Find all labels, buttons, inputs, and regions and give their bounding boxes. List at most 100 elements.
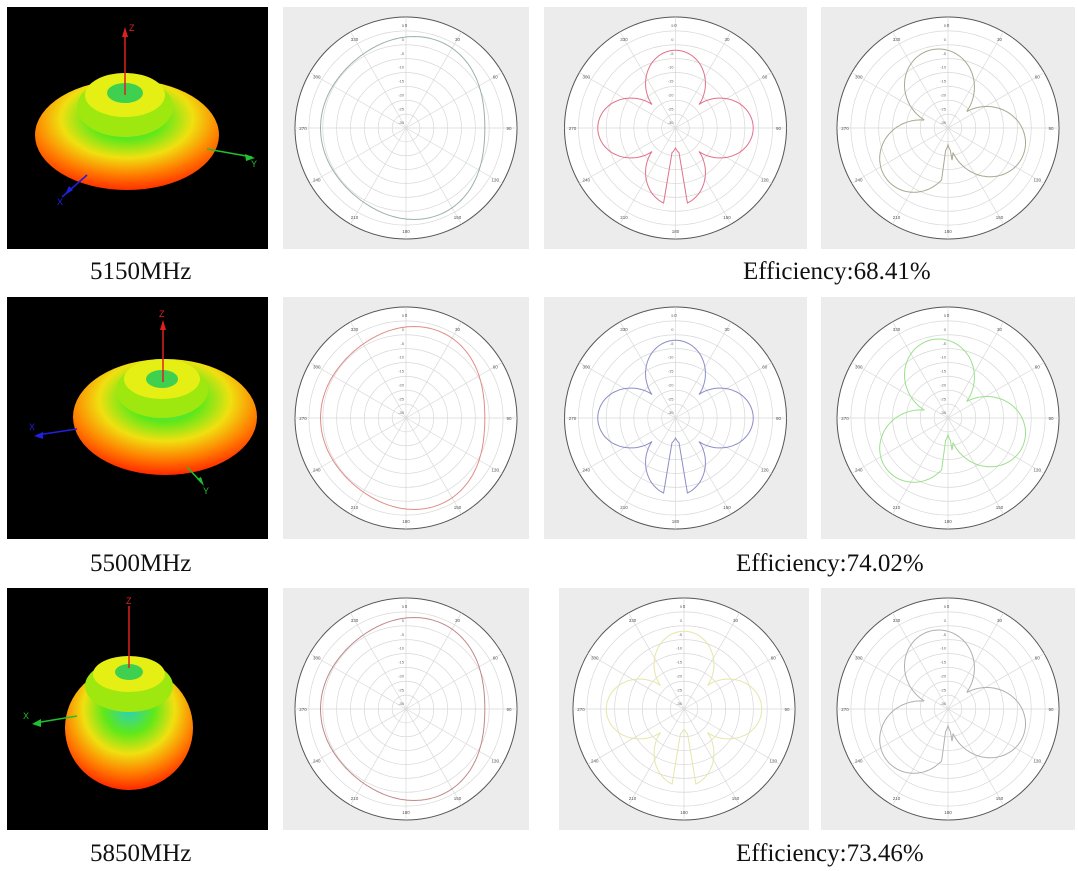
angle-tick-label: 30 [997,618,1003,623]
angle-tick-label: 270 [841,416,849,421]
polar-grid-spoke [619,321,676,419]
polar-grid-spoke [579,417,676,474]
angle-tick-label: 330 [351,618,359,623]
radial-tick-label: -20 [398,673,405,678]
angle-tick-label: 120 [761,178,769,183]
angle-tick-label: 300 [855,365,863,370]
polar-grid-spoke [309,708,407,765]
radial-tick-label: -15 [940,660,947,665]
angle-tick-label: 60 [1035,75,1041,80]
polar-grid-spoke [892,612,949,710]
polar-grid-spoke [947,127,1045,184]
radiation-pattern-curve [320,35,486,221]
polar-plot-graphic: 50-5-10-15-20-25-30030609012015018021024… [294,16,518,240]
radial-tick-label: 0 [944,327,947,332]
angle-tick-label: 270 [841,126,849,131]
radial-tick-label: 0 [944,618,947,623]
radial-tick-label: 5 [402,313,405,318]
angle-tick-label: 330 [893,327,901,332]
radial-tick-label: -30 [940,120,947,125]
polar-plot-graphic: 50-5-10-15-20-25-30030609012015018021024… [564,306,787,530]
angle-tick-label: 240 [313,468,321,473]
radial-tick-label: -20 [398,92,405,97]
polar-grid-spoke [350,127,407,225]
polar-grid-spoke [947,127,1004,225]
radial-tick-label: -25 [940,396,947,401]
radial-tick-label: -10 [940,355,947,360]
angle-tick-label: 330 [893,37,901,42]
angle-tick-label: 90 [776,416,782,421]
radial-tick-label: 5 [944,604,947,609]
angle-tick-label: 30 [997,37,1003,42]
polar-plot-graphic: 50-5-10-15-20-25-30030609012015018021024… [836,306,1060,530]
polar-grid-spoke [683,708,781,765]
radial-tick-label: 0 [671,37,674,42]
angle-tick-label: 90 [1048,126,1054,131]
angle-tick-label: 30 [724,327,730,332]
radial-tick-label: 0 [402,618,405,623]
angle-tick-label: 330 [620,327,628,332]
polar-grid-spoke [675,31,732,129]
radial-tick-label: -10 [398,646,405,651]
radial-tick-label: 5 [671,23,674,28]
polar-plot-graphic: 50-5-10-15-20-25-30030609012015018021024… [836,16,1060,240]
polar-grid-spoke [309,417,407,474]
radial-tick-label: -25 [668,106,675,111]
angle-tick-label: 60 [493,656,499,661]
angle-tick-label: 120 [1033,178,1041,183]
frequency-label: 5150MHz [90,258,192,285]
angle-tick-label: 150 [996,505,1004,510]
angle-tick-label: 0 [947,313,950,318]
polar-grid-spoke [675,321,732,419]
radial-tick-label: -15 [398,369,405,374]
angle-tick-label: 90 [1048,416,1054,421]
radiation-pattern-3d-5850: Z X [7,588,268,830]
angle-tick-label: 240 [313,178,321,183]
polar-plot: 5 0 -5 -10 -15 -20 -25 -30 0 30 60 90 120 150 180 210 24… [544,7,807,249]
polar-plot: 5 0 -5 -10 -15 -20 -25 -30 0 30 60 90 120 150 180 210 24… [283,588,529,830]
angle-tick-label: 180 [402,229,410,234]
radiation-pattern-curve [879,48,1026,193]
radiation-pattern-curve [597,339,754,494]
angle-tick-label: 240 [855,468,863,473]
radiation-pattern-3d-5500: Z X Y [7,297,268,539]
polar-grid-spoke [405,362,503,419]
polar-plot: 5 0 -5 -10 -15 -20 -25 -30 0 30 60 90 120 150 180 210 24… [821,7,1075,249]
radial-tick-label: -15 [940,79,947,84]
polar-grid-spoke [683,653,781,710]
angle-tick-label: 0 [405,23,408,28]
radial-tick-label: 5 [944,313,947,318]
polar-grid-spoke [350,31,407,129]
polar-grid-spoke [851,417,949,474]
polar-grid-spoke [947,417,1045,474]
polar-grid-spoke [587,653,685,710]
polar-grid-spoke [947,708,1004,806]
polar-grid-spoke [405,127,503,184]
axis-label-z: Z [159,309,165,319]
axis-label-z: Z [126,596,132,606]
angle-tick-label: 270 [299,707,307,712]
angle-tick-label: 270 [841,707,849,712]
angle-tick-label: 150 [723,505,731,510]
radial-tick-label: -5 [942,341,946,346]
radial-tick-label: 0 [402,327,405,332]
radial-tick-label: -30 [940,701,947,706]
angle-tick-label: 180 [944,810,952,815]
angle-tick-label: 0 [947,604,950,609]
angle-tick-label: 30 [733,618,739,623]
radial-tick-label: -20 [668,92,675,97]
polar-grid-spoke [851,362,949,419]
angle-tick-label: 300 [591,656,599,661]
radial-tick-label: -25 [398,106,405,111]
angle-tick-label: 60 [493,365,499,370]
axis-label-x: X [57,197,63,207]
angle-tick-label: 120 [769,759,777,764]
angle-tick-label: 270 [299,416,307,421]
angle-tick-label: 330 [629,618,637,623]
angle-tick-label: 270 [299,126,307,131]
angle-tick-label: 210 [351,215,359,220]
polar-grid-spoke [309,72,407,129]
radial-tick-label: -10 [940,65,947,70]
polar-grid-spoke [947,653,1045,710]
radial-tick-label: -30 [668,410,675,415]
